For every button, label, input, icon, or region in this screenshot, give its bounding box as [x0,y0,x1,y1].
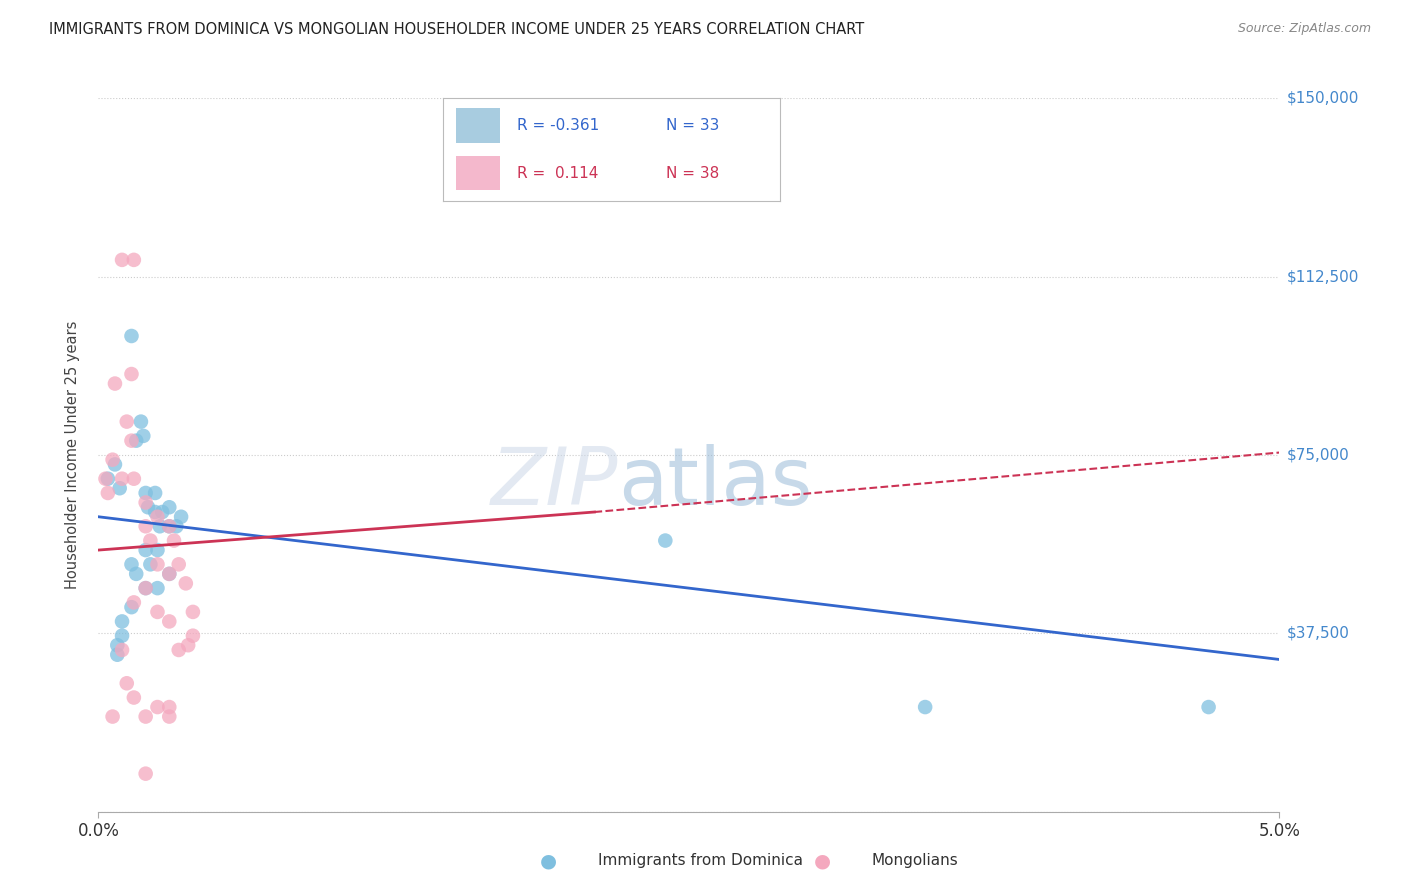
Point [146,558,169,572]
Point [111,472,134,486]
Point [104,458,127,472]
Text: IMMIGRANTS FROM DOMINICA VS MONGOLIAN HOUSEHOLDER INCOME UNDER 25 YEARS CORRELAT: IMMIGRANTS FROM DOMINICA VS MONGOLIAN HO… [49,22,865,37]
Point [121,434,143,448]
Point [115,676,138,690]
Point [121,600,143,615]
Text: ●: ● [540,851,557,871]
Point [135,766,157,780]
Point [115,415,138,429]
Point [97,472,120,486]
Point [139,558,162,572]
Point [135,519,157,533]
Text: N = 38: N = 38 [665,166,718,180]
Point [135,543,157,558]
Point [181,605,204,619]
Point [135,486,157,500]
Text: Immigrants from Dominica: Immigrants from Dominica [598,854,803,868]
Text: $112,500: $112,500 [1286,269,1358,284]
Point [167,558,190,572]
Point [125,566,148,581]
Text: Mongolians: Mongolians [872,854,959,868]
Point [150,505,173,519]
Point [122,252,145,267]
Point [143,505,166,519]
Y-axis label: Householder Income Under 25 years: Householder Income Under 25 years [65,321,80,589]
Point [157,700,180,714]
Text: atlas: atlas [619,444,813,523]
Point [135,709,157,723]
Point [157,615,180,629]
Point [122,595,145,609]
Point [165,519,187,533]
Point [108,481,131,495]
Point [121,558,143,572]
Text: $150,000: $150,000 [1286,91,1358,105]
Point [157,566,180,581]
Point [104,376,127,391]
Point [149,519,172,533]
Point [157,709,180,723]
Text: ZIP: ZIP [491,444,619,523]
Point [121,367,143,381]
Point [129,415,152,429]
Point [177,638,200,652]
Point [135,495,157,509]
Point [170,509,193,524]
Point [101,452,124,467]
Point [146,509,169,524]
Point [1198,700,1220,714]
Point [157,519,180,533]
Bar [457,108,501,144]
Point [167,643,190,657]
Point [163,533,186,548]
Point [157,500,180,515]
Point [139,533,162,548]
Point [146,543,169,558]
Point [135,581,157,595]
Text: $75,000: $75,000 [1286,448,1350,462]
Point [135,581,157,595]
Point [146,700,169,714]
Point [105,638,128,652]
Point [157,519,180,533]
Point [111,629,134,643]
Text: $37,500: $37,500 [1286,626,1350,640]
Point [181,629,204,643]
Point [157,566,180,581]
Text: N = 33: N = 33 [665,119,718,133]
Point [146,605,169,619]
Text: ●: ● [814,851,831,871]
Point [122,690,145,705]
Point [146,581,169,595]
Point [111,643,134,657]
Text: Source: ZipAtlas.com: Source: ZipAtlas.com [1237,22,1371,36]
Bar [457,155,501,190]
Point [111,252,134,267]
Point [97,486,120,500]
Point [105,648,128,662]
Point [121,329,143,343]
Point [122,472,145,486]
Text: R =  0.114: R = 0.114 [517,166,599,180]
Point [136,500,159,515]
Point [654,533,676,548]
Text: R = -0.361: R = -0.361 [517,119,599,133]
Point [125,434,148,448]
Point [143,486,166,500]
Point [174,576,197,591]
Point [94,472,117,486]
Point [101,709,124,723]
Point [111,615,134,629]
Point [132,429,155,443]
Point [914,700,936,714]
